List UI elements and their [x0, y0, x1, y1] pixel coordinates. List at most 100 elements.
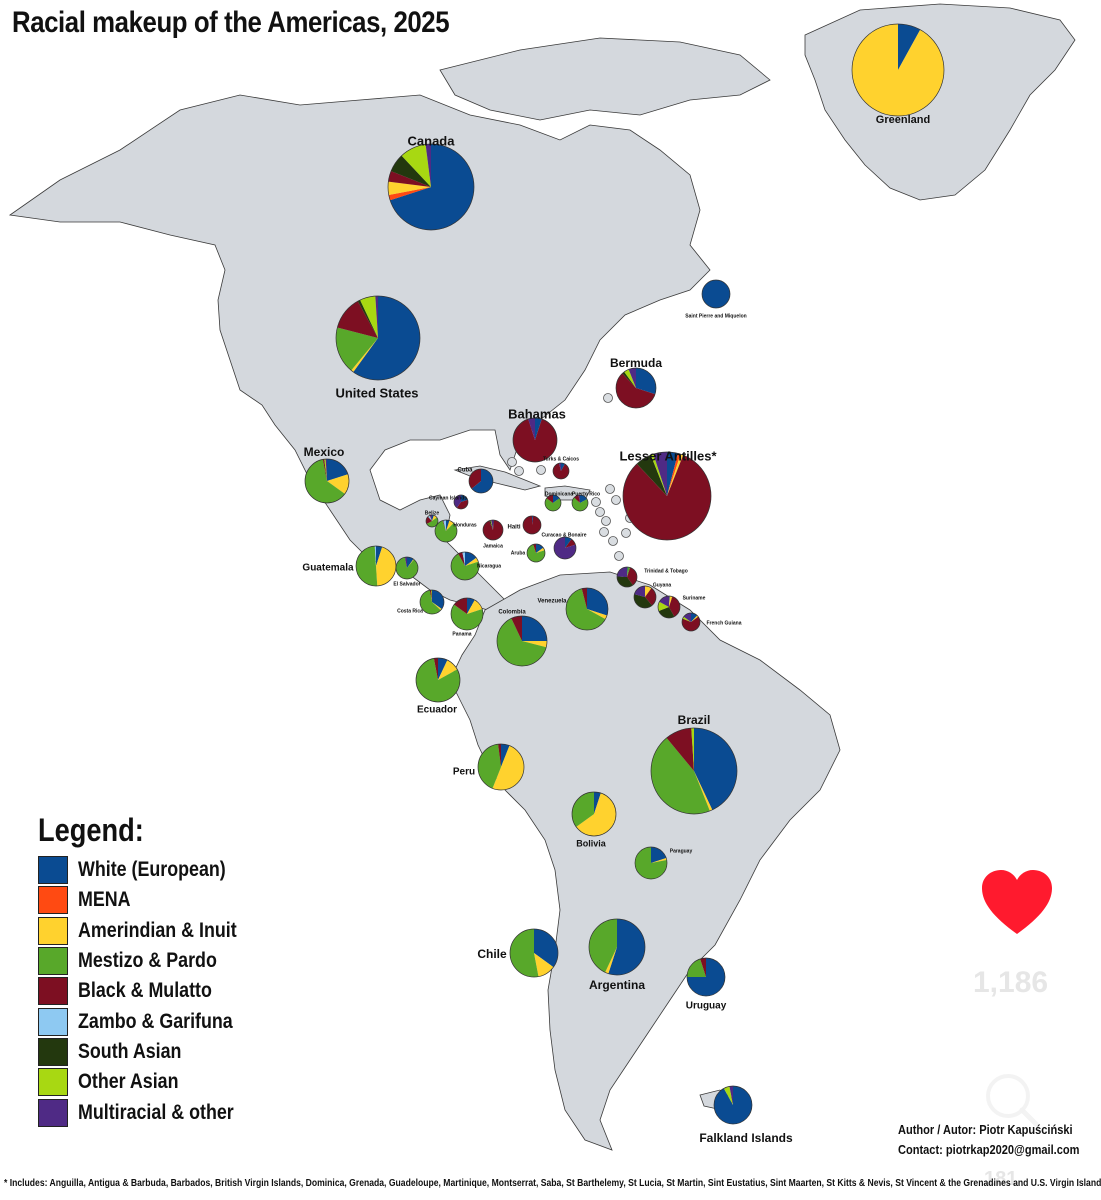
- map-label: United States: [335, 385, 418, 400]
- pie-falkland-islands: [714, 1086, 752, 1124]
- search-icon[interactable]: [982, 1070, 1042, 1130]
- map-label: Puerto Rico: [572, 491, 600, 497]
- pie-colombia: [497, 616, 547, 666]
- map-label: Argentina: [589, 978, 645, 992]
- legend-swatch: [38, 886, 68, 914]
- pie-peru: [478, 744, 524, 790]
- island-marker: [622, 529, 631, 538]
- pie-slice: [852, 24, 944, 116]
- legend-swatch: [38, 977, 68, 1005]
- map-label: Cuba: [458, 468, 474, 474]
- pie-paraguay: [635, 847, 667, 879]
- map-label: Bermuda: [610, 356, 662, 370]
- pie-costa-rica: [420, 590, 444, 614]
- map-label: Chile: [477, 947, 507, 961]
- map-label: Nicaragua: [477, 563, 501, 569]
- pie-jamaica: [483, 520, 503, 540]
- pie-cuba: [469, 469, 493, 493]
- legend-item: Other Asian: [38, 1067, 265, 1097]
- map-label: Paraguay: [670, 848, 693, 854]
- legend-item: South Asian: [38, 1037, 265, 1067]
- legend-label: South Asian: [78, 1040, 181, 1064]
- island-marker: [606, 485, 615, 494]
- pie-aruba: [527, 544, 545, 562]
- island-marker: [615, 552, 624, 561]
- island-marker: [515, 467, 524, 476]
- footnote: * Includes: Anguilla, Antigua & Barbuda,…: [4, 1178, 1101, 1189]
- pie-mexico: [305, 459, 349, 503]
- legend-item: White (European): [38, 855, 265, 885]
- map-label: Saint Pierre and Miquelon: [685, 313, 746, 319]
- map-label: Falkland Islands: [699, 1131, 793, 1145]
- map-label: Peru: [453, 767, 475, 778]
- map-label: Aruba: [511, 550, 526, 556]
- pie-trinidad-tobago: [617, 567, 637, 587]
- map-label: Guyana: [653, 582, 672, 588]
- map-label: El Salvador: [393, 581, 420, 587]
- island-marker: [592, 498, 601, 507]
- legend-item: Mestizo & Pardo: [38, 946, 265, 976]
- pie-venezuela: [566, 588, 608, 630]
- legend-item: Black & Mulatto: [38, 976, 265, 1006]
- pie-french-guiana: [682, 613, 700, 631]
- contact-credit: Contact: piotrkap2020@gmail.com: [898, 1142, 1079, 1157]
- map-label: Curacao & Bonaire: [541, 532, 586, 538]
- legend-item: Amerindian & Inuit: [38, 916, 265, 946]
- legend-item: MENA: [38, 885, 265, 915]
- legend-label: Black & Mulatto: [78, 979, 212, 1003]
- legend-label: White (European): [78, 858, 226, 882]
- pie-curacao-bonaire: [554, 537, 576, 559]
- map-label: Honduras: [453, 522, 477, 528]
- like-count: 1,186: [973, 966, 1048, 1000]
- legend-label: Mestizo & Pardo: [78, 949, 217, 973]
- pie-guyana: [634, 586, 656, 608]
- pie-united-states: [336, 296, 420, 380]
- pie-lesser-antilles: [623, 452, 711, 540]
- island-marker: [612, 496, 621, 505]
- map-label: Trinidad & Tobago: [644, 568, 688, 574]
- pie-el-salvador: [396, 557, 418, 579]
- map-label: Ecuador: [417, 705, 457, 716]
- legend-swatch: [38, 947, 68, 975]
- pie-bermuda: [616, 368, 656, 408]
- island-marker: [600, 528, 609, 537]
- pie-belize: [426, 515, 438, 527]
- pie-chile: [510, 929, 558, 977]
- island-marker: [604, 394, 613, 403]
- legend-swatch: [38, 1068, 68, 1096]
- island-marker: [602, 517, 611, 526]
- map-label: Mexico: [304, 445, 345, 459]
- map-label: Turks & Caicos: [543, 456, 579, 462]
- land-canada-arctic: [440, 38, 770, 120]
- pie-canada: [388, 144, 474, 230]
- legend-label: MENA: [78, 888, 131, 912]
- legend-item: Multiracial & other: [38, 1097, 265, 1127]
- map-label: Costa Rica: [397, 608, 423, 614]
- legend-swatch: [38, 1038, 68, 1066]
- pie-panama: [451, 598, 483, 630]
- map-label: Haiti: [507, 525, 520, 531]
- map-label: Guatemala: [302, 563, 354, 574]
- pie-ecuador: [416, 658, 460, 702]
- pie-dominican-republic: [545, 495, 561, 511]
- legend-swatch: [38, 1099, 68, 1127]
- legend-label: Other Asian: [78, 1070, 179, 1094]
- pie-bolivia: [572, 792, 616, 836]
- legend-swatch: [38, 1008, 68, 1036]
- pie-saint-pierre-and-miquelon: [702, 280, 730, 308]
- island-marker: [596, 508, 605, 517]
- map-label: Dominicana: [545, 491, 574, 497]
- map-label: Panama: [452, 631, 471, 637]
- heart-icon[interactable]: [980, 868, 1054, 938]
- pie-uruguay: [687, 958, 725, 996]
- legend-label: Zambo & Garifuna: [78, 1010, 233, 1034]
- map-label: French Guiana: [706, 620, 741, 626]
- pie-puerto-rico: [572, 495, 588, 511]
- pie-slice: [356, 546, 377, 586]
- map-label: Uruguay: [686, 1001, 727, 1012]
- map-label: Cayman Islands: [429, 495, 467, 501]
- pie-brazil: [651, 728, 737, 814]
- pie-greenland: [852, 24, 944, 116]
- pie-turks-caicos: [553, 463, 569, 479]
